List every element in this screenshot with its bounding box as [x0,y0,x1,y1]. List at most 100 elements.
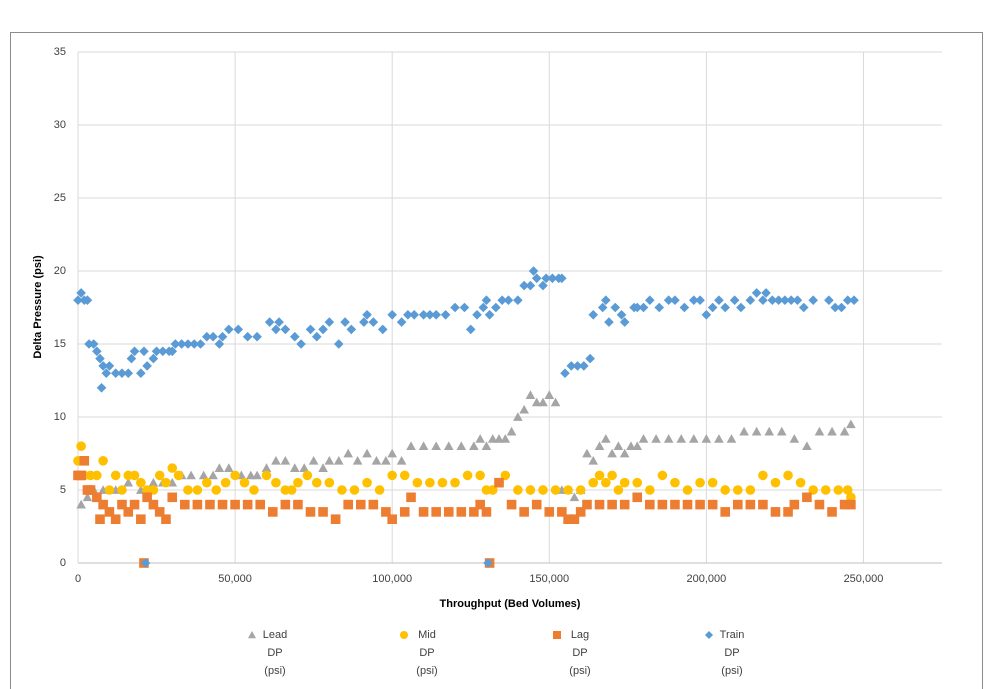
point [161,477,171,488]
legend-label: Lead DP (psi) [262,629,288,677]
point [619,499,630,510]
point [670,499,680,510]
point [230,499,240,510]
point [403,310,413,320]
point [513,412,523,421]
point [767,295,778,305]
point [289,463,300,472]
point [406,492,416,503]
point [151,346,162,357]
point [129,499,140,510]
point [544,507,555,517]
point [255,499,266,510]
point [525,390,536,399]
point [670,295,680,305]
point [189,339,200,349]
point [575,507,586,517]
point [836,302,847,313]
point [745,485,756,495]
point [183,485,193,495]
point [506,426,517,436]
point [833,485,844,495]
point [481,441,492,451]
x-axis-title: Throughput (Bed Volumes) [440,598,581,610]
point [638,302,649,313]
point [142,492,152,503]
point [110,470,121,481]
point [242,331,253,342]
point [714,295,724,305]
point [387,514,397,524]
point [538,397,548,407]
point [563,485,573,495]
legend-marker-box [400,631,408,639]
legend-marker [248,631,256,639]
point [387,470,397,481]
point [167,346,178,357]
point [362,310,372,320]
point [173,470,184,481]
point [267,507,278,517]
point [751,288,762,298]
point [714,434,724,443]
point [170,339,181,349]
point [588,456,599,465]
point [324,477,335,488]
point [136,368,146,378]
y-tick-label: 35 [54,46,66,58]
point [330,514,341,524]
point [274,317,284,327]
point [98,361,108,371]
point [610,302,621,313]
point [736,302,746,313]
point [824,295,834,305]
point [849,295,859,305]
point [95,353,105,364]
point [167,492,178,503]
point [494,434,504,443]
point [280,499,291,510]
point [299,463,310,472]
point [217,499,228,510]
point [340,317,350,327]
point [814,426,825,436]
point [616,310,627,320]
point [459,302,470,313]
point [305,324,316,335]
point [613,441,624,451]
point [601,295,611,305]
point [136,477,146,488]
point [846,492,856,503]
y-tick-label: 15 [54,338,66,350]
point [792,295,803,305]
point [597,302,608,313]
point [180,499,190,510]
point [572,361,583,371]
point [513,485,523,495]
point [465,324,476,335]
point [726,434,737,443]
point [789,434,800,443]
point [475,434,485,443]
point [758,470,768,481]
x-tick-label: 100,000 [372,573,412,585]
point [117,485,127,495]
point [632,477,643,488]
point [645,295,655,305]
y-tick-label: 0 [60,557,66,569]
point [192,485,203,495]
point [355,499,366,510]
point [148,499,159,510]
point [588,477,599,488]
point [202,477,212,488]
point [601,434,611,443]
point [663,295,674,305]
point [154,507,165,517]
point [795,477,806,488]
point [569,514,580,524]
point [619,448,630,458]
point [594,441,605,451]
point [110,514,121,524]
point [318,324,328,335]
point [469,507,479,517]
